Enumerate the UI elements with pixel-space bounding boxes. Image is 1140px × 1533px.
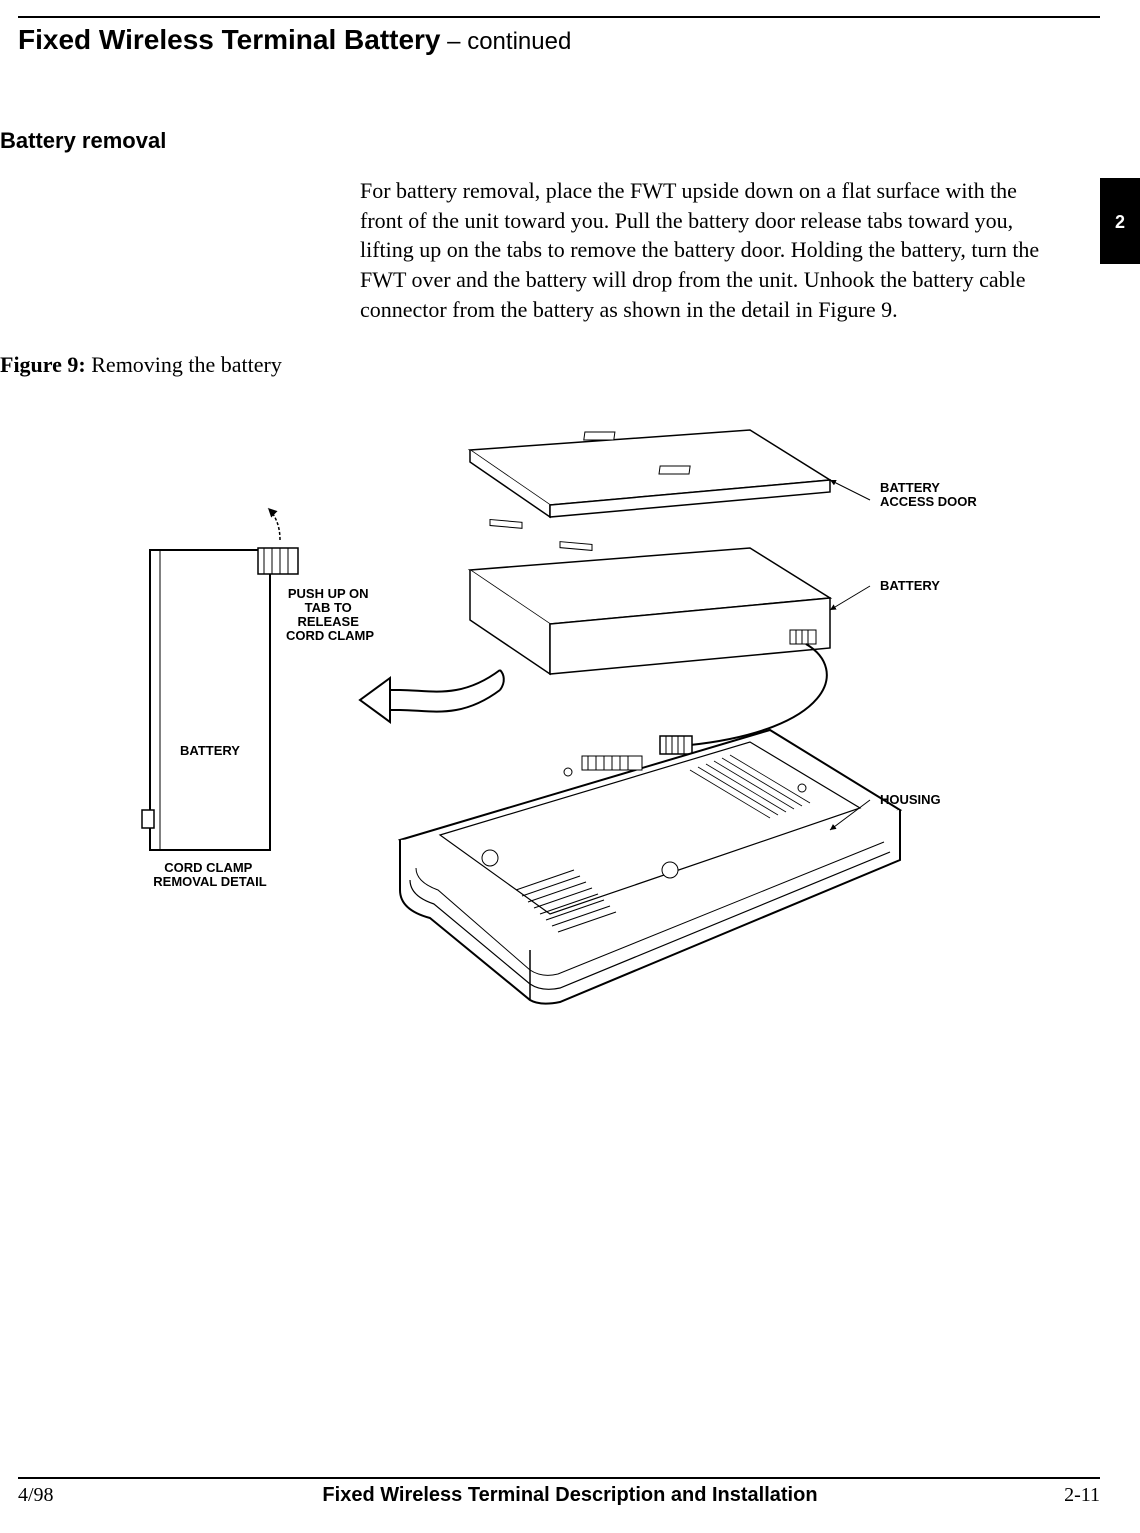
label-detail-1: CORD CLAMP [164,860,252,875]
section-body: For battery removal, place the FWT upsid… [360,176,1040,324]
detail-group: PUSH UP ON TAB TO RELEASE CORD CLAMP BAT… [142,508,374,889]
section-tab-number: 2 [1100,212,1140,233]
label-housing: HOUSING [880,792,941,807]
label-pushup-1: PUSH UP ON [288,586,369,601]
label-battery-right: BATTERY [880,578,940,593]
svg-text:CORD CLAMP REMOVAL D: CORD CLAMP REMOVAL DETAIL [153,860,266,889]
page-title-bold: Fixed Wireless Terminal Battery [18,24,441,55]
figure-caption-rest: Removing the battery [86,352,282,377]
footer-page-number: 2-11 [1064,1484,1100,1507]
label-pushup-3: RELEASE [297,614,359,629]
label-access-2: ACCESS DOOR [880,494,977,509]
label-pushup-4: CORD CLAMP [286,628,374,643]
label-access-1: BATTERY [880,480,940,495]
footer-rule [18,1477,1100,1479]
figure-caption: Figure 9: Removing the battery [0,352,282,378]
figure-caption-bold: Figure 9: [0,352,86,377]
svg-text:BATTERY ACCESS DOOR: BATTERY ACCESS DOOR [880,480,977,509]
label-battery-left: BATTERY [180,743,240,758]
label-detail-2: REMOVAL DETAIL [153,874,266,889]
figure-diagram: PUSH UP ON TAB TO RELEASE CORD CLAMP BAT… [130,410,1030,1110]
page-title-cont: – continued [441,28,572,55]
page-title: Fixed Wireless Terminal Battery – contin… [18,24,571,56]
section-heading: Battery removal [0,128,166,154]
label-pushup-2: TAB TO [305,600,352,615]
housing [400,730,900,1004]
battery-block [470,548,830,754]
footer-title: Fixed Wireless Terminal Description and … [0,1484,1140,1507]
svg-text:PUSH UP ON TAB TO: PUSH UP ON TAB TO RELEASE CORD CLAMP [286,586,374,643]
header-rule [18,16,1100,18]
battery-access-door [470,430,830,550]
flip-arrow-icon [360,670,504,722]
page: Fixed Wireless Terminal Battery – contin… [0,0,1140,1533]
